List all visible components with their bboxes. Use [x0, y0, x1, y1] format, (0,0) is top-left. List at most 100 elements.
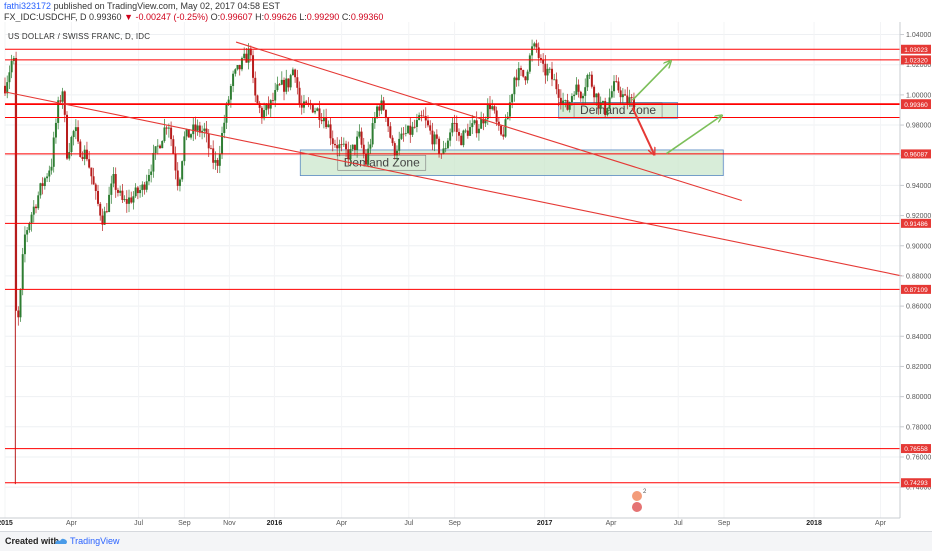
candle-body: [289, 75, 292, 88]
price-tick-label: 0.86000: [906, 304, 931, 311]
candle-body: [358, 131, 361, 137]
candle-body: [621, 94, 624, 98]
candle-body: [48, 170, 51, 177]
candle-body: [296, 77, 299, 88]
candle-body: [63, 91, 66, 115]
level-label: 0.91486: [904, 221, 928, 228]
candle-body: [94, 184, 97, 191]
candle-body: [174, 153, 177, 171]
candle-body: [488, 104, 491, 110]
candle-body: [154, 146, 157, 153]
level-label: 0.76558: [904, 446, 928, 453]
candle-body: [471, 123, 474, 128]
green-arrow[interactable]: [631, 62, 670, 101]
red-arrow[interactable]: [631, 107, 653, 154]
author-link[interactable]: fathi323172: [4, 1, 52, 11]
event-markers-icon[interactable]: 2: [632, 489, 647, 512]
candle-body: [522, 69, 525, 77]
demand-zone-label: Demand Zone: [344, 155, 420, 169]
candle-body: [314, 110, 317, 113]
candle-body: [597, 93, 600, 109]
level-label-bg: [901, 149, 931, 159]
candle-body: [502, 134, 505, 137]
candle-body: [551, 68, 554, 80]
candle-body: [573, 94, 576, 97]
candle-body: [54, 122, 57, 138]
candle-body: [105, 211, 108, 213]
candle-body: [320, 119, 323, 122]
candle-body: [562, 100, 565, 104]
candle-body: [613, 81, 616, 92]
candle-body: [15, 58, 18, 311]
candle-body: [41, 183, 44, 187]
plot-area[interactable]: [0, 22, 900, 518]
candle-body: [617, 81, 620, 91]
candle-body: [624, 94, 627, 96]
trend-line[interactable]: [235, 41, 742, 202]
candle-body: [519, 68, 522, 70]
candle-body: [240, 58, 243, 70]
candle-body: [630, 97, 633, 99]
candle-body: [420, 115, 423, 117]
candle-body: [4, 85, 6, 94]
level-label: 0.74293: [904, 480, 928, 487]
candle-body: [351, 144, 354, 150]
candle-body: [192, 124, 195, 135]
trend-line[interactable]: [4, 91, 903, 277]
candle-body: [147, 174, 150, 182]
candle-body: [413, 126, 416, 128]
symbol-name: FX_IDC:USDCHF, D: [4, 12, 87, 22]
candle-body: [101, 215, 104, 225]
candle-body: [387, 117, 390, 127]
candle-body: [517, 68, 520, 81]
candle-body: [504, 119, 507, 137]
candle-body: [50, 166, 53, 171]
candle-body: [371, 123, 374, 145]
open-value: 0.99607: [220, 12, 253, 22]
candle-body: [426, 120, 429, 126]
candle-body: [92, 176, 95, 185]
price-tick-label: 0.82000: [906, 364, 931, 371]
time-tick-label: Sep: [178, 520, 191, 527]
candle-body: [10, 61, 13, 73]
price-tick-label: 0.84000: [906, 334, 931, 341]
candle-body: [70, 137, 73, 152]
candle-body: [30, 214, 33, 224]
candle-body: [79, 141, 82, 157]
candle-body: [274, 90, 277, 101]
price-tick-label: 1.00000: [906, 92, 931, 99]
candle-body: [411, 126, 414, 135]
candle-body: [267, 103, 270, 109]
candle-body: [340, 144, 343, 146]
open-label: O:: [210, 12, 221, 22]
level-label-bg: [901, 444, 931, 454]
green-arrow[interactable]: [665, 116, 721, 155]
price-tick-label: 0.78000: [906, 424, 931, 431]
candle-body: [626, 95, 629, 104]
time-tick-label: Apr: [66, 520, 78, 527]
candle-body: [247, 48, 250, 63]
candle-body: [103, 211, 106, 225]
level-label-bg: [901, 44, 931, 54]
candle-body: [185, 129, 188, 137]
candle-body: [548, 68, 551, 70]
candle-body: [535, 43, 538, 48]
candle-body: [61, 91, 64, 102]
candle-body: [294, 69, 297, 78]
candle-body: [610, 91, 613, 98]
time-tick-label: 2015: [0, 520, 13, 527]
candle-body: [35, 206, 38, 209]
candles: [4, 39, 635, 485]
candle-body: [145, 181, 148, 190]
candle-body: [628, 97, 631, 104]
price-tick-label: 1.04000: [906, 32, 931, 39]
candle-body: [156, 145, 159, 147]
candle-body: [218, 154, 221, 166]
low-label: L:: [299, 12, 307, 22]
candle-body: [17, 310, 20, 318]
candle-body: [338, 144, 341, 149]
candle-body: [6, 82, 9, 94]
tradingview-link[interactable]: TradingView: [70, 536, 120, 546]
candle-body: [43, 178, 46, 187]
